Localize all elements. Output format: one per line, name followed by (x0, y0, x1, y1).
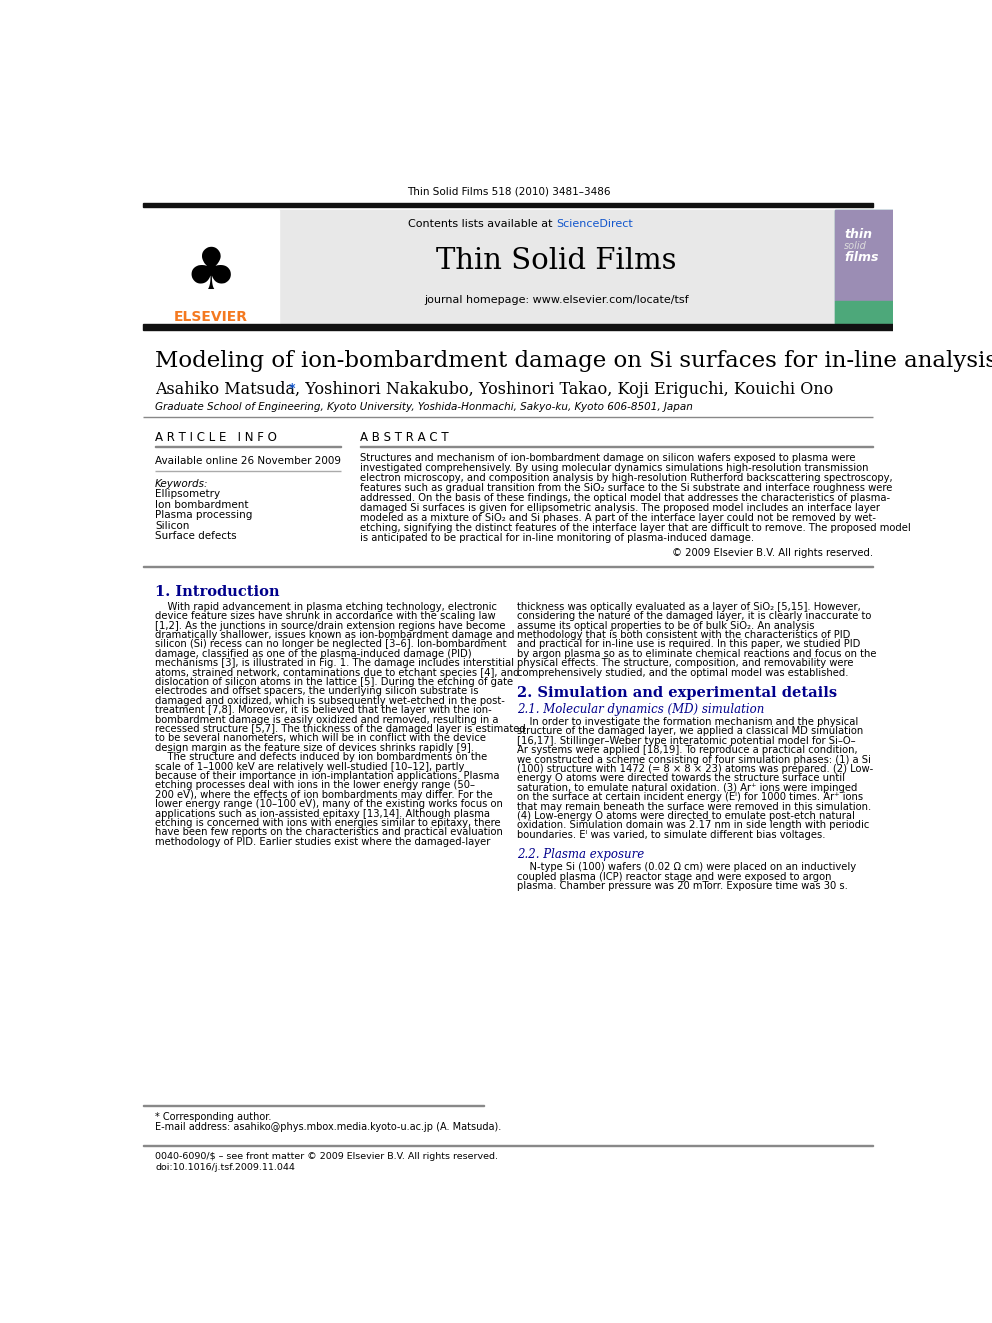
Text: Ellipsometry: Ellipsometry (155, 490, 220, 500)
Text: Silicon: Silicon (155, 521, 189, 531)
Text: electron microscopy, and composition analysis by high-resolution Rutherford back: electron microscopy, and composition ana… (360, 472, 893, 483)
Text: electrodes and offset spacers, the underlying silicon substrate is: electrodes and offset spacers, the under… (155, 687, 478, 696)
Text: methodology of PID. Earlier studies exist where the damaged-layer: methodology of PID. Earlier studies exis… (155, 836, 490, 847)
Text: that may remain beneath the surface were removed in this simulation.: that may remain beneath the surface were… (517, 802, 871, 811)
Text: modeled as a mixture of SiO₂ and Si phases. A part of the interface layer could : modeled as a mixture of SiO₂ and Si phas… (360, 512, 876, 523)
Text: (100) structure with 1472 (= 8 × 8 × 23) atoms was prepared. (2) Low-: (100) structure with 1472 (= 8 × 8 × 23)… (517, 765, 873, 774)
Text: considering the nature of the damaged layer, it is clearly inaccurate to: considering the nature of the damaged la… (517, 611, 871, 622)
Bar (835, 302, 893, 324)
Text: mechanisms [3], is illustrated in Fig. 1. The damage includes interstitial: mechanisms [3], is illustrated in Fig. 1… (155, 659, 514, 668)
Text: thickness was optically evaluated as a layer of SiO₂ [5,15]. However,: thickness was optically evaluated as a l… (517, 602, 861, 613)
Text: Graduate School of Engineering, Kyoto University, Yoshida-Honmachi, Sakyo-ku, Ky: Graduate School of Engineering, Kyoto Un… (155, 402, 692, 411)
Text: N-type Si (100) wafers (0.02 Ω cm) were placed on an inductively: N-type Si (100) wafers (0.02 Ω cm) were … (517, 863, 856, 872)
Text: 2.2. Plasma exposure: 2.2. Plasma exposure (517, 848, 644, 861)
Text: scale of 1–1000 keV are relatively well-studied [10–12], partly: scale of 1–1000 keV are relatively well-… (155, 762, 464, 771)
Bar (279, 210, 835, 324)
Text: physical effects. The structure, composition, and removability were: physical effects. The structure, composi… (517, 659, 853, 668)
Text: atoms, strained network, contaminations due to etchant species [4], and: atoms, strained network, contaminations … (155, 668, 520, 677)
Text: etching is concerned with ions with energies similar to epitaxy, there: etching is concerned with ions with ener… (155, 818, 501, 828)
Text: we constructed a scheme consisting of four simulation phases: (1) a Si: we constructed a scheme consisting of fo… (517, 754, 871, 765)
Text: oxidation. Simulation domain was 2.17 nm in side length with periodic: oxidation. Simulation domain was 2.17 nm… (517, 820, 869, 831)
Text: on the surface at certain incident energy (Eᴵ) for 1000 times. Ar⁺ ions: on the surface at certain incident energ… (517, 792, 863, 802)
Text: thin: thin (844, 228, 872, 241)
Text: structure of the damaged layer, we applied a classical MD simulation: structure of the damaged layer, we appli… (517, 726, 863, 737)
Text: A B S T R A C T: A B S T R A C T (360, 431, 449, 445)
Text: damage, classified as one of the plasma-induced damage (PID): damage, classified as one of the plasma-… (155, 648, 471, 659)
Text: dislocation of silicon atoms in the lattice [5]. During the etching of gate: dislocation of silicon atoms in the latt… (155, 677, 513, 687)
Text: device feature sizes have shrunk in accordance with the scaling law: device feature sizes have shrunk in acco… (155, 611, 496, 622)
Text: ELSEVIER: ELSEVIER (174, 310, 248, 324)
Text: [16,17]. Stillinger–Weber type interatomic potential model for Si–O–: [16,17]. Stillinger–Weber type interatom… (517, 736, 855, 746)
Text: films: films (844, 251, 879, 263)
Text: methodology that is both consistent with the characteristics of PID: methodology that is both consistent with… (517, 630, 850, 640)
Text: damaged and oxidized, which is subsequently wet-etched in the post-: damaged and oxidized, which is subsequen… (155, 696, 505, 706)
Text: , Yoshinori Nakakubo, Yoshinori Takao, Koji Eriguchi, Kouichi Ono: , Yoshinori Nakakubo, Yoshinori Takao, K… (296, 381, 833, 398)
Text: ♣: ♣ (185, 245, 237, 302)
Text: and practical for in-line use is required. In this paper, we studied PID: and practical for in-line use is require… (517, 639, 860, 650)
Text: saturation, to emulate natural oxidation. (3) Ar⁺ ions were impinged: saturation, to emulate natural oxidation… (517, 783, 857, 792)
Text: dramatically shallower, issues known as ion-bombardment damage and: dramatically shallower, issues known as … (155, 630, 515, 640)
Text: Structures and mechanism of ion-bombardment damage on silicon wafers exposed to : Structures and mechanism of ion-bombardm… (360, 452, 856, 463)
Text: Modeling of ion-bombardment damage on Si surfaces for in-line analysis: Modeling of ion-bombardment damage on Si… (155, 351, 992, 372)
Text: lower energy range (10–100 eV), many of the existing works focus on: lower energy range (10–100 eV), many of … (155, 799, 503, 810)
Text: comprehensively studied, and the optimal model was established.: comprehensively studied, and the optimal… (517, 668, 848, 677)
Text: silicon (Si) recess can no longer be neglected [3–6]. Ion-bombardment: silicon (Si) recess can no longer be neg… (155, 639, 507, 650)
Text: to be several nanometers, which will be in conflict with the device: to be several nanometers, which will be … (155, 733, 486, 744)
Text: With rapid advancement in plasma etching technology, electronic: With rapid advancement in plasma etching… (155, 602, 497, 613)
Text: [1,2]. As the junctions in source/drain extension regions have become: [1,2]. As the junctions in source/drain … (155, 620, 506, 631)
Text: applications such as ion-assisted epitaxy [13,14]. Although plasma: applications such as ion-assisted epitax… (155, 808, 490, 819)
Text: features such as gradual transition from the SiO₂ surface to the Si substrate an: features such as gradual transition from… (360, 483, 893, 492)
Text: have been few reports on the characteristics and practical evaluation: have been few reports on the characteris… (155, 827, 503, 837)
Text: addressed. On the basis of these findings, the optical model that addresses the : addressed. On the basis of these finding… (360, 492, 891, 503)
Text: Ar systems were applied [18,19]. To reproduce a practical condition,: Ar systems were applied [18,19]. To repr… (517, 745, 857, 755)
Text: Contents lists available at: Contents lists available at (409, 220, 557, 229)
Text: etching, signifying the distinct features of the interface layer that are diffic: etching, signifying the distinct feature… (360, 523, 911, 533)
Text: Thin Solid Films 518 (2010) 3481–3486: Thin Solid Films 518 (2010) 3481–3486 (407, 187, 610, 196)
Text: 0040-6090/$ – see front matter © 2009 Elsevier B.V. All rights reserved.: 0040-6090/$ – see front matter © 2009 El… (155, 1152, 498, 1162)
Text: bombardment damage is easily oxidized and removed, resulting in a: bombardment damage is easily oxidized an… (155, 714, 499, 725)
Text: energy O atoms were directed towards the structure surface until: energy O atoms were directed towards the… (517, 774, 845, 783)
Text: Thin Solid Films: Thin Solid Films (436, 247, 677, 275)
Bar (144, 202, 873, 206)
Text: ScienceDirect: ScienceDirect (557, 220, 633, 229)
Text: is anticipated to be practical for in-line monitoring of plasma-induced damage.: is anticipated to be practical for in-li… (360, 533, 755, 542)
Text: The structure and defects induced by ion bombardments on the: The structure and defects induced by ion… (155, 753, 487, 762)
Text: Available online 26 November 2009: Available online 26 November 2009 (155, 456, 341, 467)
Text: E-mail address: asahiko@phys.mbox.media.kyoto-u.ac.jp (A. Matsuda).: E-mail address: asahiko@phys.mbox.media.… (155, 1122, 501, 1132)
Text: © 2009 Elsevier B.V. All rights reserved.: © 2009 Elsevier B.V. All rights reserved… (673, 548, 873, 558)
Text: * Corresponding author.: * Corresponding author. (155, 1111, 272, 1122)
Text: A R T I C L E   I N F O: A R T I C L E I N F O (155, 431, 277, 445)
Text: Keywords:: Keywords: (155, 479, 208, 488)
Text: (4) Low-energy O atoms were directed to emulate post-etch natural: (4) Low-energy O atoms were directed to … (517, 811, 855, 822)
Text: assume its optical properties to be of bulk SiO₂. An analysis: assume its optical properties to be of b… (517, 620, 814, 631)
Text: Ion bombardment: Ion bombardment (155, 500, 249, 509)
Text: damaged Si surfaces is given for ellipsometric analysis. The proposed model incl: damaged Si surfaces is given for ellipso… (360, 503, 880, 512)
Text: boundaries. Eᴵ was varied, to simulate different bias voltages.: boundaries. Eᴵ was varied, to simulate d… (517, 830, 825, 840)
Text: etching processes deal with ions in the lower energy range (50–: etching processes deal with ions in the … (155, 781, 475, 790)
Text: journal homepage: www.elsevier.com/locate/tsf: journal homepage: www.elsevier.com/locat… (425, 295, 688, 304)
Text: *: * (289, 382, 296, 394)
Text: design margin as the feature size of devices shrinks rapidly [9].: design margin as the feature size of dev… (155, 742, 474, 753)
Text: 2. Simulation and experimental details: 2. Simulation and experimental details (517, 685, 837, 700)
Text: doi:10.1016/j.tsf.2009.11.044: doi:10.1016/j.tsf.2009.11.044 (155, 1163, 295, 1172)
Text: Asahiko Matsuda: Asahiko Matsuda (155, 381, 301, 398)
Text: In order to investigate the formation mechanism and the physical: In order to investigate the formation me… (517, 717, 858, 728)
Bar (835, 210, 893, 324)
Text: coupled plasma (ICP) reactor stage and were exposed to argon: coupled plasma (ICP) reactor stage and w… (517, 872, 831, 881)
Text: because of their importance in ion-implantation applications. Plasma: because of their importance in ion-impla… (155, 771, 500, 781)
Text: Plasma processing: Plasma processing (155, 511, 252, 520)
Text: treatment [7,8]. Moreover, it is believed that the layer with the ion-: treatment [7,8]. Moreover, it is believe… (155, 705, 492, 716)
Text: 200 eV), where the effects of ion bombardments may differ. For the: 200 eV), where the effects of ion bombar… (155, 790, 493, 800)
Text: by argon plasma so as to eliminate chemical reactions and focus on the: by argon plasma so as to eliminate chemi… (517, 648, 876, 659)
Bar (835, 210, 893, 302)
Text: 2.1. Molecular dynamics (MD) simulation: 2.1. Molecular dynamics (MD) simulation (517, 704, 764, 716)
Bar (144, 210, 279, 324)
Bar (144, 324, 893, 329)
Text: Surface defects: Surface defects (155, 531, 237, 541)
Text: plasma. Chamber pressure was 20 mTorr. Exposure time was 30 s.: plasma. Chamber pressure was 20 mTorr. E… (517, 881, 848, 892)
Text: investigated comprehensively. By using molecular dynamics simulations high-resol: investigated comprehensively. By using m… (360, 463, 869, 472)
Text: recessed structure [5,7]. The thickness of the damaged layer is estimated: recessed structure [5,7]. The thickness … (155, 724, 526, 734)
Text: 1. Introduction: 1. Introduction (155, 585, 280, 598)
Text: solid: solid (844, 241, 867, 251)
